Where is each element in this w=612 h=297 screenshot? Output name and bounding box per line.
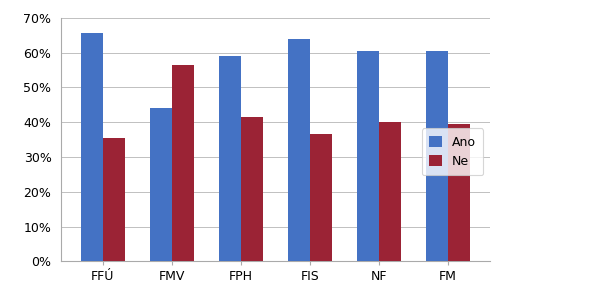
Bar [172, 65, 194, 261]
Bar [448, 124, 470, 261]
Bar [150, 108, 172, 261]
Legend: Ano, Ne: Ano, Ne [422, 128, 483, 176]
Bar [379, 122, 401, 261]
Bar [81, 34, 103, 261]
Bar [241, 117, 263, 261]
Bar [426, 51, 448, 261]
Bar [218, 56, 241, 261]
Bar [103, 138, 125, 261]
Bar [310, 134, 332, 261]
Bar [288, 39, 310, 261]
Bar [357, 51, 379, 261]
